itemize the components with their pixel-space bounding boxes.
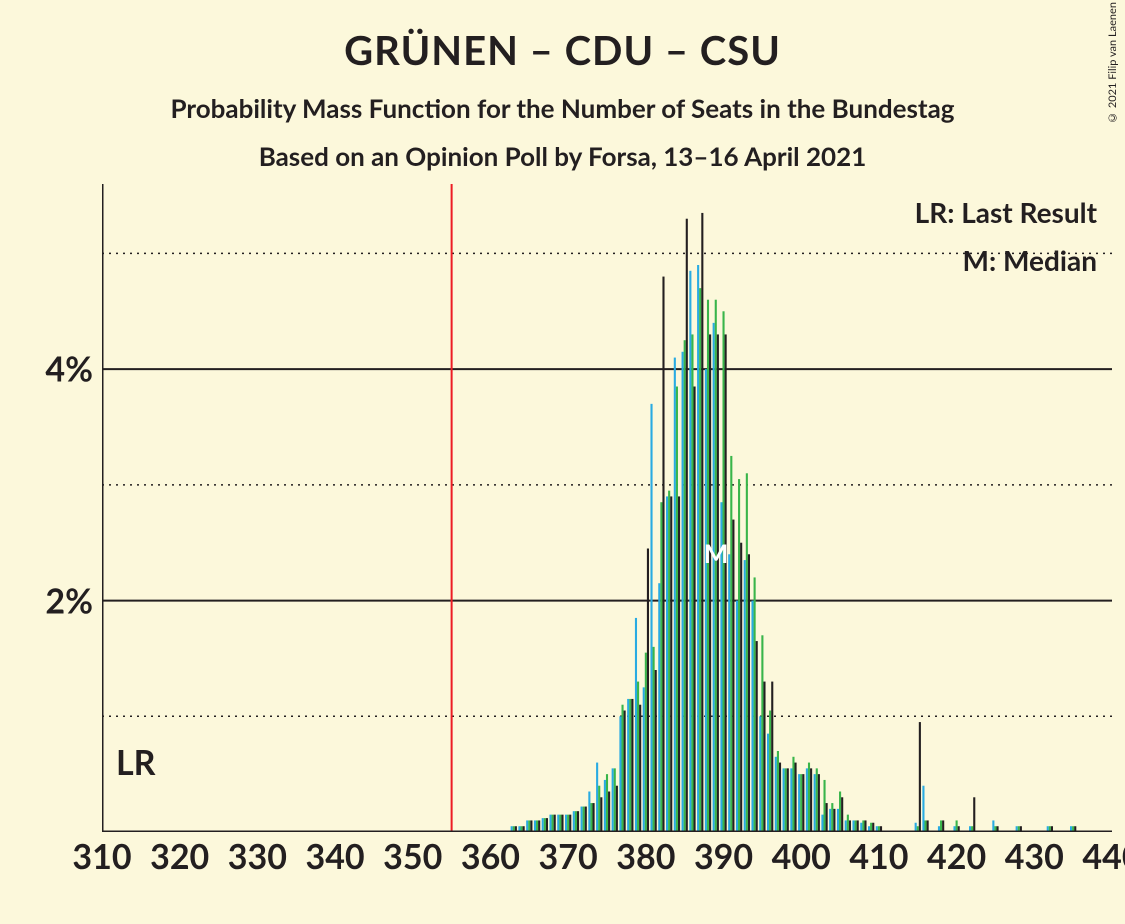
x-axis-tick: 420 [927, 836, 986, 877]
y-axis-tick: 2% [45, 580, 93, 621]
chart-plot-area [102, 184, 1112, 832]
chart-title: GRÜNEN – CDU – CSU [0, 26, 1125, 74]
x-axis-tick: 440 [1082, 836, 1125, 877]
copyright-text: © 2021 Filip van Laenen [1106, 2, 1119, 124]
chart-svg [102, 184, 1112, 832]
x-axis-tick: 310 [72, 836, 131, 877]
x-axis-tick: 390 [694, 836, 753, 877]
lr-marker-label: LR [116, 742, 156, 783]
x-axis-tick: 360 [461, 836, 520, 877]
x-axis-tick: 380 [616, 836, 675, 877]
x-axis-tick: 400 [772, 836, 831, 877]
y-axis-tick: 4% [45, 349, 93, 390]
chart-subtitle-2: Based on an Opinion Poll by Forsa, 13–16… [0, 140, 1125, 172]
x-axis-tick: 410 [849, 836, 908, 877]
chart-subtitle-1: Probability Mass Function for the Number… [0, 92, 1125, 124]
x-axis-tick: 340 [305, 836, 364, 877]
x-axis-tick: 430 [1005, 836, 1064, 877]
x-axis-tick: 330 [228, 836, 287, 877]
x-axis-tick: 370 [539, 836, 598, 877]
x-axis-tick: 350 [383, 836, 442, 877]
median-marker-label: M [704, 537, 729, 569]
x-axis-tick: 320 [150, 836, 209, 877]
